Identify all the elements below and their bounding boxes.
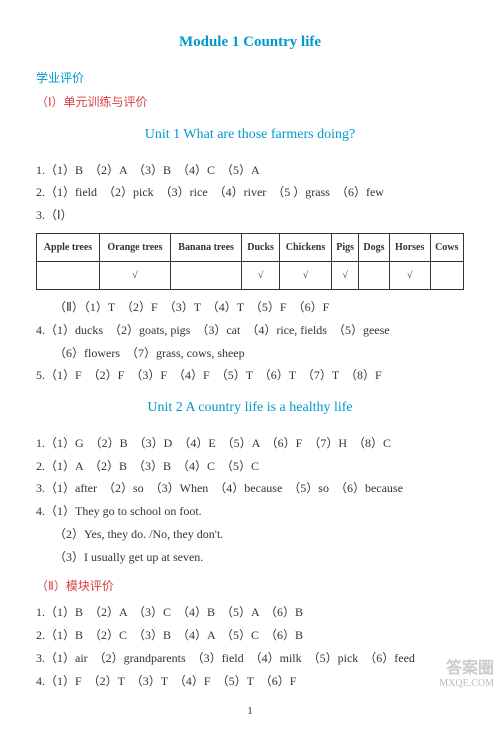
u1-q4a: 4.（1）ducks （2）goats, pigs （3）cat （4）rice… <box>36 319 464 342</box>
th: Apple trees <box>37 234 100 262</box>
u1-q4b: （6）flowers （7）grass, cows, sheep <box>36 342 464 365</box>
th: Pigs <box>332 234 359 262</box>
u1-q5: 5.（1）F （2）F （3）F （4）F （5）T （6）T （7）T （8）… <box>36 364 464 387</box>
u2-q3: 3.（1）after （2）so （3）When （4）because （5）s… <box>36 477 464 500</box>
watermark-top: 答案圈 <box>439 659 494 678</box>
u1-q3b: （Ⅱ）（1）T （2）F （3）T （4）T （5）F （6）F <box>36 296 464 319</box>
page-number: 1 <box>36 701 464 722</box>
td <box>37 262 100 290</box>
u1-q3: 3.（Ⅰ） <box>36 204 464 227</box>
u1-table: Apple trees Orange trees Banana trees Du… <box>36 233 464 290</box>
th: Cows <box>430 234 464 262</box>
table-header-row: Apple trees Orange trees Banana trees Du… <box>37 234 464 262</box>
unit1-title: Unit 1 What are those farmers doing? <box>36 122 464 149</box>
th: Orange trees <box>100 234 171 262</box>
th: Dogs <box>359 234 390 262</box>
u2-q4c: （3）I usually get up at seven. <box>36 546 464 569</box>
u2-q4b: （2）Yes, they do. /No, they don't. <box>36 523 464 546</box>
td <box>430 262 464 290</box>
sub-unit-training: （Ⅰ）单元训练与评价 <box>36 91 464 114</box>
unit2-title: Unit 2 A country life is a healthy life <box>36 395 464 422</box>
mod-q2: 2.（1）B （2）C （3）B （4）A （5）C （6）B <box>36 624 464 647</box>
u1-q1: 1.（1）B （2）A （3）B （4）C （5）A <box>36 159 464 182</box>
section-academic-eval: 学业评价 <box>36 67 464 90</box>
mod-q4: 4.（1）F （2）T （3）T （4）F （5）T （6）F <box>36 670 464 693</box>
th: Banana trees <box>170 234 242 262</box>
u2-q4a: 4.（1）They go to school on foot. <box>36 500 464 523</box>
td: √ <box>100 262 171 290</box>
sub-module-eval: （Ⅱ）模块评价 <box>36 575 464 598</box>
u2-q2: 2.（1）A （2）B （3）B （4）C （5）C <box>36 455 464 478</box>
td <box>170 262 242 290</box>
td <box>359 262 390 290</box>
td: √ <box>279 262 331 290</box>
td: √ <box>332 262 359 290</box>
table-row: √ √ √ √ √ <box>37 262 464 290</box>
page-container: Module 1 Country life 学业评价 （Ⅰ）单元训练与评价 Un… <box>0 0 500 732</box>
u1-q2: 2.（1）field （2）pick （3）rice （4）river （5 ）… <box>36 181 464 204</box>
mod-q1: 1.（1）B （2）A （3）C （4）B （5）A （6）B <box>36 601 464 624</box>
watermark: 答案圈 MXQE.COM <box>439 659 494 690</box>
td: √ <box>389 262 430 290</box>
th: Horses <box>389 234 430 262</box>
u2-q1: 1.（1）G （2）B （3）D （4）E （5）A （6）F （7）H （8）… <box>36 432 464 455</box>
module-title: Module 1 Country life <box>36 28 464 57</box>
th: Ducks <box>242 234 279 262</box>
td: √ <box>242 262 279 290</box>
watermark-bottom: MXQE.COM <box>439 678 494 690</box>
th: Chickens <box>279 234 331 262</box>
mod-q3: 3.（1）air （2）grandparents （3）field （4）mil… <box>36 647 464 670</box>
